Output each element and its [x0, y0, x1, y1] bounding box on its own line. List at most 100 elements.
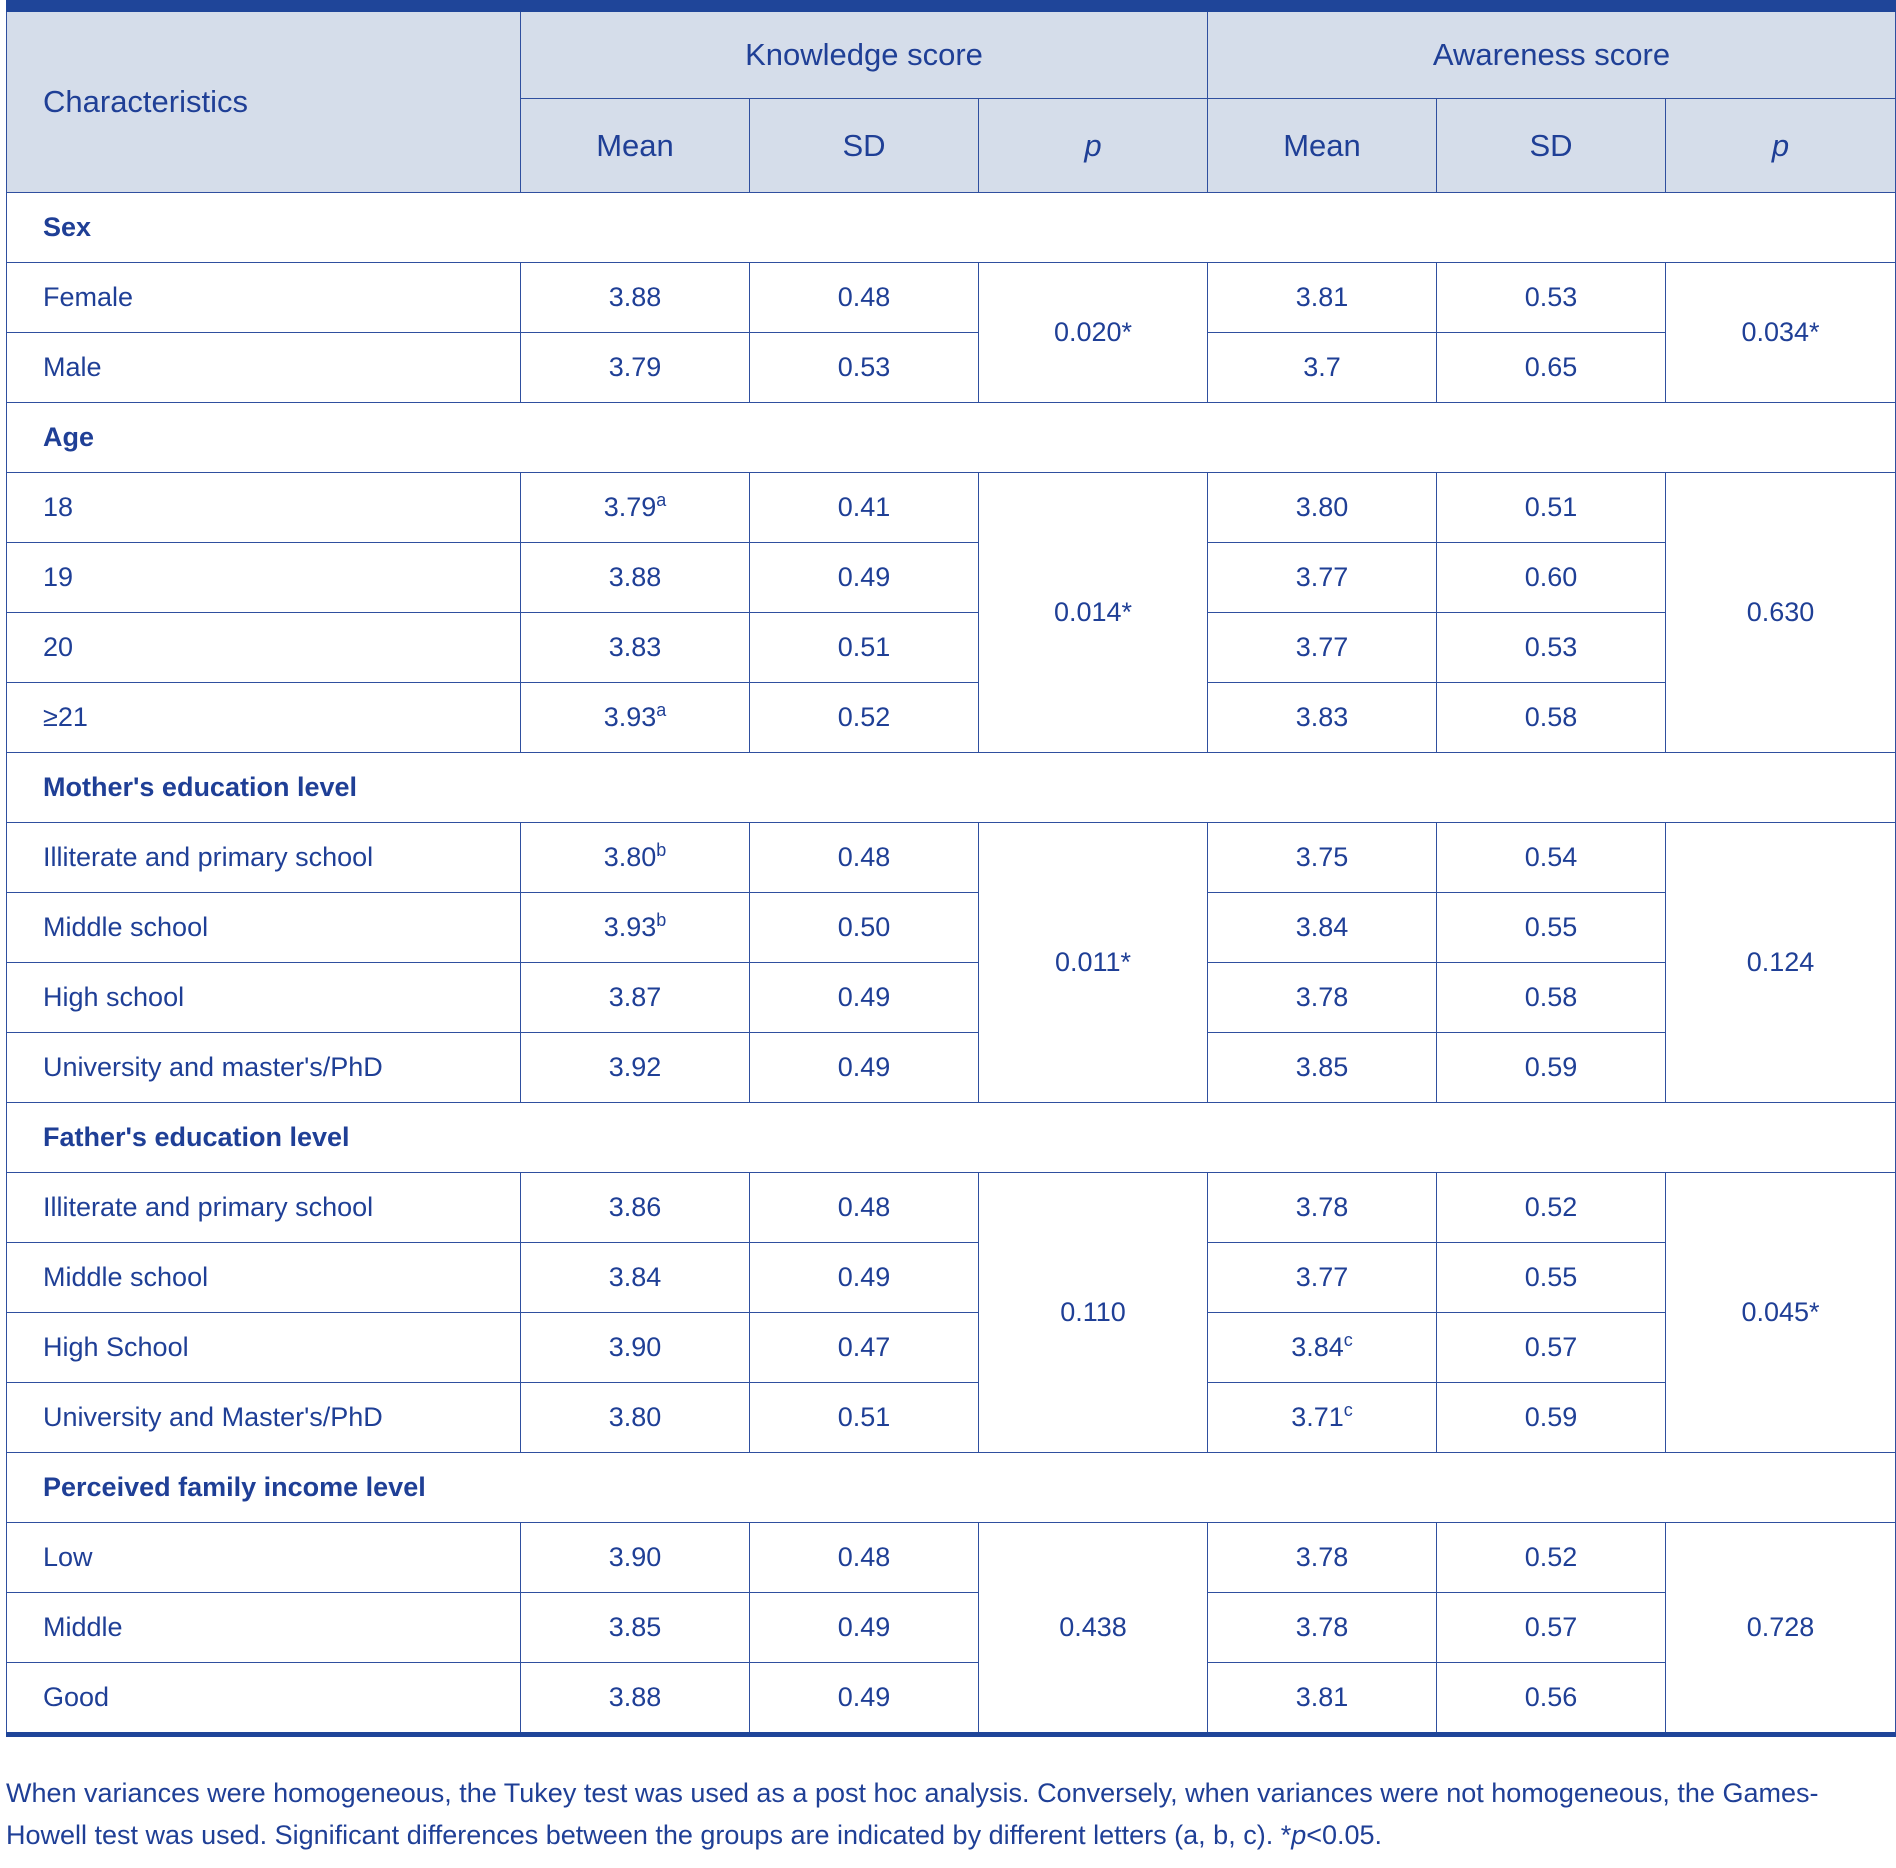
row-label: Male [6, 332, 521, 403]
awareness-mean: 3.71c [1207, 1382, 1437, 1453]
awareness-mean-value: 3.83 [1295, 702, 1349, 732]
knowledge-mean-value: 3.90 [608, 1332, 662, 1362]
knowledge-sd: 0.50 [749, 892, 979, 963]
group-header-row: Mother's education level [6, 752, 1896, 823]
awareness-sd: 0.59 [1436, 1382, 1666, 1453]
header-knowledge-score: Knowledge score [520, 5, 1208, 99]
knowledge-mean: 3.87 [520, 962, 750, 1033]
awareness-mean: 3.77 [1207, 542, 1437, 613]
row-label: ≥21 [6, 682, 521, 753]
knowledge-mean: 3.80 [520, 1382, 750, 1453]
knowledge-mean: 3.90 [520, 1312, 750, 1383]
awareness-mean-value: 3.75 [1295, 842, 1349, 872]
knowledge-mean-value: 3.88 [608, 1682, 662, 1712]
table-body: Sex Female 3.88 0.48 0.020* 3.81 0.53 0.034* Mal… [6, 192, 1896, 1735]
knowledge-sd: 0.47 [749, 1312, 979, 1383]
table-row: High School 3.90 0.47 3.84c 0.57 [6, 1312, 1896, 1383]
knowledge-p-value: 0.110 [978, 1172, 1208, 1453]
knowledge-mean-value: 3.88 [608, 282, 662, 312]
awareness-mean: 3.80 [1207, 472, 1437, 543]
row-label: Good [6, 1662, 521, 1735]
significance-letter: c [1343, 1330, 1353, 1350]
table-row: ≥21 3.93a 0.52 3.83 0.58 [6, 682, 1896, 753]
knowledge-mean-value: 3.90 [608, 1542, 662, 1572]
awareness-mean-value: 3.71 [1291, 1402, 1344, 1432]
table-row: Middle school 3.84 0.49 3.77 0.55 [6, 1242, 1896, 1313]
awareness-mean-value: 3.7 [1303, 352, 1341, 382]
knowledge-p-value: 0.011* [978, 822, 1208, 1103]
awareness-mean: 3.84 [1207, 892, 1437, 963]
row-label: University and master's/PhD [6, 1032, 521, 1103]
awareness-mean-value: 3.80 [1295, 492, 1349, 522]
row-label: Female [6, 262, 521, 333]
row-label: Low [6, 1522, 521, 1593]
knowledge-sd: 0.49 [749, 1032, 979, 1103]
table-row: 20 3.83 0.51 3.77 0.53 [6, 612, 1896, 683]
knowledge-sd: 0.49 [749, 962, 979, 1033]
knowledge-sd: 0.48 [749, 822, 979, 893]
awareness-sd: 0.57 [1436, 1592, 1666, 1663]
group-header-row: Age [6, 402, 1896, 473]
knowledge-sd: 0.51 [749, 1382, 979, 1453]
significance-letter: c [1343, 1400, 1353, 1420]
row-label: Illiterate and primary school [6, 1172, 521, 1243]
header-awareness-score: Awareness score [1207, 5, 1896, 99]
awareness-sd: 0.55 [1436, 1242, 1666, 1313]
header-awareness-p: p [1665, 98, 1896, 193]
awareness-sd: 0.59 [1436, 1032, 1666, 1103]
knowledge-sd: 0.48 [749, 262, 979, 333]
knowledge-sd: 0.52 [749, 682, 979, 753]
header-knowledge-p: p [978, 98, 1208, 193]
row-label: Middle [6, 1592, 521, 1663]
knowledge-sd: 0.48 [749, 1172, 979, 1243]
table-footnote: When variances were homogeneous, the Tuk… [6, 1772, 1886, 1856]
awareness-sd: 0.58 [1436, 962, 1666, 1033]
row-label: High school [6, 962, 521, 1033]
awareness-mean: 3.7 [1207, 332, 1437, 403]
group-title: Mother's education level [6, 752, 1896, 823]
awareness-mean: 3.75 [1207, 822, 1437, 893]
awareness-sd: 0.60 [1436, 542, 1666, 613]
table-row: Illiterate and primary school 3.86 0.48 0.1… [6, 1172, 1896, 1453]
footnote-text: When variances were homogeneous, the Tuk… [6, 1778, 1819, 1850]
knowledge-sd: 0.49 [749, 542, 979, 613]
knowledge-mean: 3.92 [520, 1032, 750, 1103]
knowledge-sd: 0.49 [749, 1242, 979, 1313]
awareness-sd: 0.52 [1436, 1172, 1666, 1243]
header-awareness-sd: SD [1436, 98, 1666, 193]
knowledge-mean: 3.93a [520, 682, 750, 753]
group-title: Perceived family income level [6, 1452, 1896, 1523]
awareness-mean: 3.78 [1207, 962, 1437, 1033]
significance-letter: a [656, 700, 667, 720]
awareness-sd: 0.51 [1436, 472, 1666, 543]
knowledge-p-value: 0.014* [978, 472, 1208, 753]
table-row: University and master's/PhD 3.92 0.49 3.85 0… [6, 1032, 1896, 1103]
awareness-mean: 3.78 [1207, 1592, 1437, 1663]
awareness-sd: 0.53 [1436, 262, 1666, 333]
knowledge-mean-value: 3.93 [603, 912, 657, 942]
knowledge-sd: 0.48 [749, 1522, 979, 1593]
knowledge-mean-value: 3.92 [608, 1052, 662, 1082]
awareness-sd: 0.56 [1436, 1662, 1666, 1735]
knowledge-mean-value: 3.87 [608, 982, 662, 1012]
awareness-sd: 0.55 [1436, 892, 1666, 963]
row-label: High School [6, 1312, 521, 1383]
group-title: Sex [6, 192, 1896, 263]
knowledge-mean: 3.79 [520, 332, 750, 403]
awareness-mean-value: 3.84 [1295, 912, 1349, 942]
significance-letter: b [656, 840, 667, 860]
knowledge-mean: 3.79a [520, 472, 750, 543]
knowledge-sd: 0.41 [749, 472, 979, 543]
knowledge-mean: 3.88 [520, 542, 750, 613]
table-row: Male 3.79 0.53 3.7 0.65 [6, 332, 1896, 403]
knowledge-sd: 0.49 [749, 1592, 979, 1663]
knowledge-p-value: 0.020* [978, 262, 1208, 403]
awareness-mean: 3.81 [1207, 1662, 1437, 1735]
awareness-sd: 0.52 [1436, 1522, 1666, 1593]
group-title: Father's education level [6, 1102, 1896, 1173]
awareness-p-value: 0.045* [1665, 1172, 1896, 1453]
knowledge-mean-value: 3.93 [603, 702, 657, 732]
awareness-sd: 0.58 [1436, 682, 1666, 753]
awareness-mean-value: 3.78 [1295, 1612, 1349, 1642]
knowledge-mean: 3.80b [520, 822, 750, 893]
